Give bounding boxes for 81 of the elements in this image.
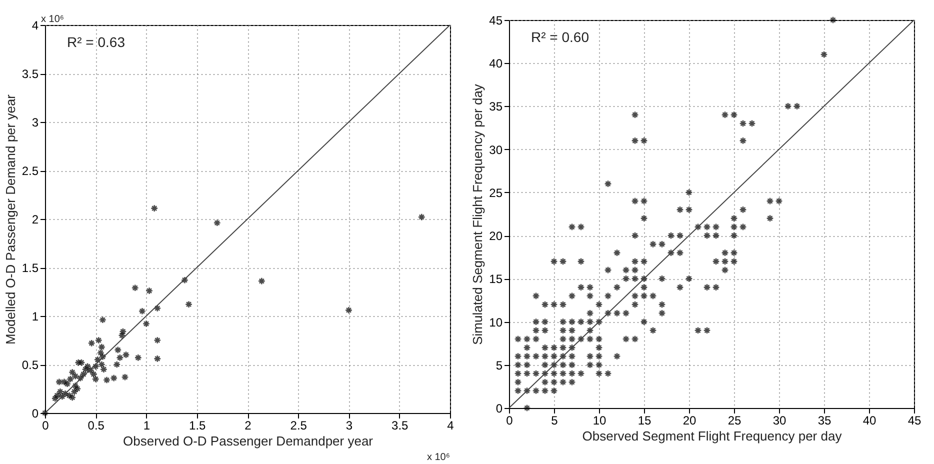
point <box>138 307 146 315</box>
point <box>131 284 139 292</box>
y-tick-label: 0.5 <box>22 358 39 372</box>
x-tick-label: 40 <box>862 414 876 428</box>
x-axis-title: Observed Segment Flight Frequency per day <box>582 428 842 444</box>
point <box>114 346 122 354</box>
y-tick-label: 5 <box>496 358 503 372</box>
point <box>113 360 121 368</box>
point <box>154 304 162 312</box>
point <box>121 373 129 381</box>
point <box>119 328 127 336</box>
text: x 10⁶ <box>41 14 64 25</box>
point <box>76 374 84 382</box>
point <box>98 343 106 351</box>
point <box>68 394 76 402</box>
point <box>142 320 150 328</box>
point <box>418 213 426 221</box>
point <box>92 375 100 383</box>
point <box>96 349 104 357</box>
point <box>74 358 82 366</box>
x-tick-label: 4 <box>447 418 454 432</box>
x-tick-label: 0 <box>506 414 514 428</box>
y-tick-label: 1.5 <box>22 261 39 275</box>
point <box>145 286 154 295</box>
point <box>180 276 189 284</box>
point <box>78 358 86 366</box>
point <box>98 316 107 324</box>
y-tick-label: 4 <box>32 18 39 32</box>
x-tick-label: 20 <box>682 414 696 428</box>
x-tick-label: 2 <box>244 418 252 432</box>
point <box>56 388 64 396</box>
annotation: R² = 0.60 <box>531 29 590 45</box>
y-axis-title: Simulated Segment Flight Frequency per day <box>470 84 486 345</box>
x-tick-label: 10 <box>592 414 606 428</box>
x-tick-label: 1.5 <box>189 418 206 432</box>
y-tick-label: 30 <box>489 142 503 157</box>
x-tick-label: 2.5 <box>290 418 308 432</box>
x-tick-label: 5 <box>551 414 558 428</box>
point <box>74 384 82 393</box>
text: x 10⁶ <box>426 452 450 463</box>
y-tick-label: 15 <box>489 272 503 286</box>
x-tick-label: 1 <box>143 418 150 432</box>
y-axis-title: Modelled O-D Passenger Demand per year <box>2 94 18 345</box>
x-tick-label: 45 <box>908 414 922 428</box>
point <box>100 366 108 374</box>
y-tick-label: 0 <box>496 402 503 416</box>
y-tick-label: 35 <box>489 100 503 114</box>
x-tick-label: 0 <box>42 418 50 432</box>
y-tick-label: 20 <box>489 229 503 244</box>
point <box>213 219 221 227</box>
point <box>258 277 266 285</box>
point <box>184 300 193 308</box>
x-tick-label: 0.5 <box>88 418 105 432</box>
point <box>72 382 80 390</box>
y-tick-label: 10 <box>489 315 503 330</box>
point <box>68 368 76 376</box>
x-tick-label: 3 <box>346 418 353 432</box>
point <box>63 380 72 388</box>
annotation: R² = 0.63 <box>67 34 126 50</box>
point <box>154 336 162 344</box>
y-tick-label: 25 <box>489 186 503 200</box>
point <box>118 332 126 340</box>
x-axis-title: Observed O-D Passenger Demandper year <box>122 434 374 448</box>
x-tick-label: 30 <box>772 414 786 428</box>
y-tick-label: 2 <box>32 212 39 226</box>
point <box>90 370 98 378</box>
point <box>134 354 142 362</box>
y-tick-label: 2.5 <box>22 164 39 178</box>
x-tick-label: 35 <box>818 414 832 428</box>
point <box>344 306 353 314</box>
y-tick-label: 45 <box>489 14 503 28</box>
point <box>84 362 92 370</box>
y-tick-label: 3.5 <box>22 67 39 81</box>
point <box>150 204 158 212</box>
y-tick-label: 3 <box>32 116 39 130</box>
y-tick-label: 40 <box>489 56 503 71</box>
x-tick-label: 15 <box>638 414 652 428</box>
x-tick-label: 3.5 <box>392 418 409 432</box>
y-tick-label: 1 <box>32 310 39 324</box>
x-tick-label: 25 <box>728 414 742 428</box>
point <box>154 354 162 362</box>
